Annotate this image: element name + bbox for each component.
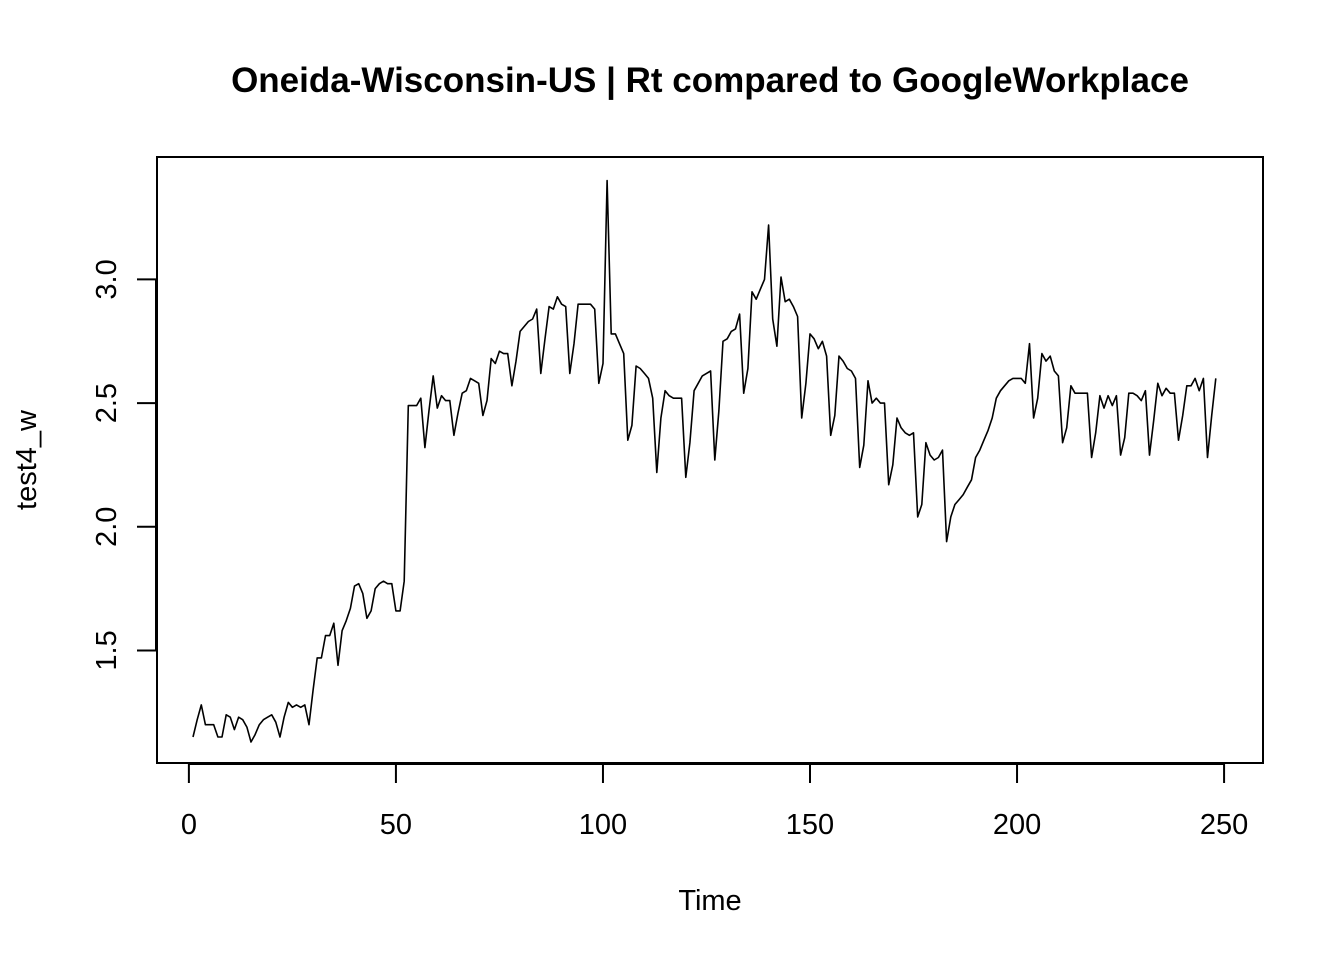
x-axis-label: Time [678, 885, 741, 917]
x-axis: 0 50 100 150 200 250 [181, 763, 1248, 841]
chart-title: Oneida-Wisconsin-US | Rt compared to Goo… [231, 61, 1189, 100]
x-tick-label: 150 [786, 809, 834, 841]
x-tick-label: 0 [181, 809, 197, 841]
series-line-test4-w [192, 179, 1217, 743]
x-tick-label: 250 [1200, 809, 1248, 841]
x-tick-label: 100 [579, 809, 627, 841]
y-axis-label: test4_w [11, 409, 43, 510]
plot-frame [156, 156, 1264, 764]
x-tick-label: 50 [380, 809, 412, 841]
y-tick-label: 2.0 [91, 507, 123, 547]
y-tick-label: 3.0 [91, 259, 123, 299]
y-axis: 1.5 2.0 2.5 3.0 [91, 259, 157, 671]
y-tick-label: 2.5 [91, 383, 123, 423]
x-tick-label: 200 [993, 809, 1041, 841]
y-tick-label: 1.5 [91, 630, 123, 670]
